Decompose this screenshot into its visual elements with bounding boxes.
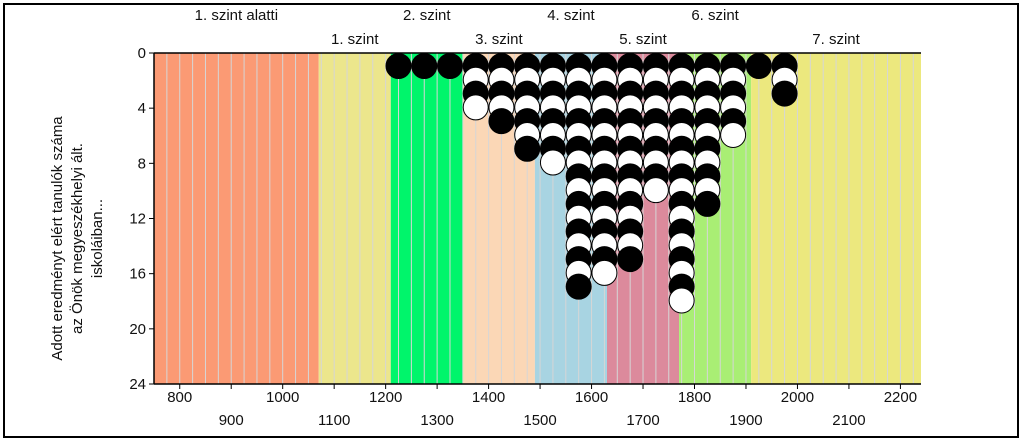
y-tick-label: 12 bbox=[129, 211, 146, 228]
level-label: 1. szint alatti bbox=[195, 7, 278, 24]
marker-black bbox=[745, 53, 772, 79]
x-tick-label: 1900 bbox=[729, 412, 762, 429]
marker-white bbox=[720, 121, 747, 148]
level-label: 1. szint bbox=[331, 31, 379, 48]
level-labels: 1. szint alatti 1. szint 2. szint 3. szint 4… bbox=[195, 7, 861, 48]
level-label: 3. szint bbox=[475, 31, 523, 48]
marker-black bbox=[411, 53, 438, 79]
y-tick-label: 24 bbox=[129, 376, 146, 393]
x-tick-label: 800 bbox=[167, 389, 192, 406]
level-label: 7. szint bbox=[812, 31, 860, 48]
y-tick-label: 0 bbox=[138, 45, 146, 62]
student-markers bbox=[385, 53, 798, 314]
x-tick-label: 1200 bbox=[369, 389, 402, 406]
marker-white bbox=[591, 259, 618, 286]
marker-black bbox=[617, 246, 644, 273]
axes: 0 4 8 12 16 20 24 800 1000 1200 1400 1600 1800 2000 22… bbox=[129, 45, 921, 429]
x-tick-label: 900 bbox=[219, 412, 244, 429]
marker-white bbox=[668, 287, 695, 314]
y-label-line: Adott eredményt elért tanulók száma bbox=[49, 116, 66, 361]
level-label: 2. szint bbox=[403, 7, 451, 24]
x-tick-label: 1300 bbox=[420, 412, 453, 429]
marker-black bbox=[565, 273, 592, 300]
level-band bbox=[390, 53, 463, 384]
level-band bbox=[318, 53, 391, 384]
x-tick-label: 1000 bbox=[266, 389, 299, 406]
y-label-line: az Önök megyeszékhelyi ált. bbox=[68, 143, 86, 334]
level-label: 4. szint bbox=[547, 7, 595, 24]
marker-black bbox=[694, 190, 721, 217]
level-band bbox=[154, 53, 319, 384]
marker-black bbox=[514, 135, 541, 162]
x-tick-label: 1600 bbox=[575, 389, 608, 406]
x-tick-label: 2100 bbox=[832, 412, 865, 429]
vertical-gridlines bbox=[166, 53, 914, 384]
x-tick-label: 2000 bbox=[781, 389, 814, 406]
marker-black bbox=[488, 108, 515, 135]
y-axis-label: Adott eredményt elért tanulók száma az Ön… bbox=[49, 116, 106, 361]
x-tick-label: 2200 bbox=[884, 389, 917, 406]
y-label-line: iskoláiban... bbox=[89, 199, 106, 278]
marker-black bbox=[436, 53, 463, 79]
y-tick-label: 20 bbox=[129, 321, 146, 338]
marker-white bbox=[642, 177, 669, 204]
x-tick-label: 1800 bbox=[678, 389, 711, 406]
x-tick-label: 1100 bbox=[318, 412, 350, 429]
y-tick-label: 8 bbox=[138, 155, 146, 172]
marker-white bbox=[462, 94, 489, 121]
x-tick-label: 1400 bbox=[472, 389, 505, 406]
y-tick-label: 16 bbox=[129, 266, 146, 283]
y-tick-label: 4 bbox=[138, 100, 146, 117]
y-label-group: Adott eredményt elért tanulók száma az Ön… bbox=[49, 116, 106, 361]
marker-black bbox=[771, 80, 798, 107]
level-label: 6. szint bbox=[691, 7, 739, 24]
marker-white bbox=[539, 149, 566, 176]
x-tick-label: 1500 bbox=[523, 412, 556, 429]
x-tick-label: 1700 bbox=[626, 412, 659, 429]
marker-black bbox=[385, 53, 412, 79]
level-label: 5. szint bbox=[619, 31, 667, 48]
